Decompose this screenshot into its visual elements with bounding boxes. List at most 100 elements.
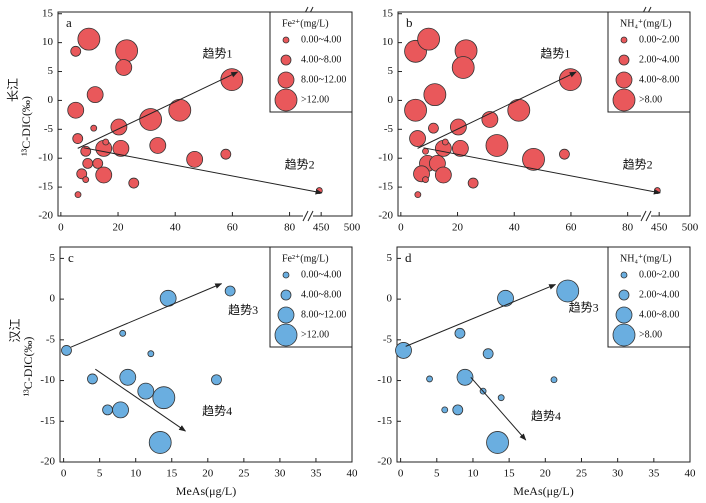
- panel: 0 20 40 60 80 450 500 -20 -15 -10 -5 0 5 10 15 a 长江¹³C-D…: [6, 6, 361, 234]
- x-tick-label: 60: [227, 222, 239, 234]
- y-tick-label: -20: [40, 456, 55, 468]
- y-tick-label: -15: [378, 181, 393, 193]
- trend-label: 趋势4: [531, 409, 561, 423]
- bubble: [186, 150, 204, 168]
- legend-title: Fe²⁺(mg/L): [282, 253, 329, 264]
- panel-label: c: [68, 250, 74, 265]
- y-axis-river: 汉江: [8, 318, 22, 342]
- legend-bubble: [274, 88, 298, 112]
- legend-title: NH₄⁺(mg/L): [620, 253, 672, 264]
- x-tick-label: 40: [685, 468, 697, 480]
- legend-label: >12.00: [301, 329, 329, 340]
- x-axis-label: MeAs(μg/L): [176, 484, 236, 498]
- bubble: [467, 177, 479, 189]
- legend-bubble: [615, 71, 633, 89]
- bubble: [451, 139, 469, 157]
- legend-bubble: [277, 306, 295, 324]
- bubble: [168, 98, 192, 122]
- bubble: [110, 118, 128, 136]
- bubble: [115, 59, 133, 76]
- bubble: [119, 368, 137, 386]
- legend-label: 0.00~2.00: [639, 34, 679, 45]
- x-tick-label: 40: [347, 468, 359, 480]
- x-tick-label: 40: [509, 222, 521, 234]
- panel: 0 5 10 15 20 25 30 35 40-20-15-10-505 dMeAs(μg/L)…: [377, 246, 697, 498]
- x-tick-label: 0: [58, 222, 64, 234]
- bubble: [102, 138, 110, 146]
- trend-label: 趋势3: [569, 301, 599, 315]
- x-tick-label: 15: [504, 468, 516, 480]
- bubble: [119, 329, 127, 337]
- legend-label: >8.00: [639, 329, 662, 340]
- plot-frame: [57, 11, 353, 217]
- bubble: [128, 177, 140, 189]
- legend-label: 2.00~4.00: [639, 54, 679, 65]
- trend-arrow: [70, 283, 223, 348]
- axis-break-gap: [303, 214, 313, 218]
- bubble: [86, 86, 104, 104]
- bubble: [220, 148, 232, 160]
- plot-frame: [397, 11, 691, 217]
- x-tick-label: 40: [170, 222, 182, 234]
- bubble: [507, 98, 531, 122]
- bubble: [61, 345, 72, 356]
- bubble: [147, 350, 155, 358]
- trend-label: 趋势3: [228, 303, 258, 317]
- y-tick-label: 0: [388, 94, 394, 106]
- legend-label: 0.00~4.00: [301, 34, 341, 45]
- legend-bubble: [618, 289, 630, 301]
- bubble: [522, 147, 545, 171]
- y-tick-label: -10: [378, 152, 393, 164]
- bubble: [451, 56, 475, 79]
- legend-label: >8.00: [639, 94, 662, 105]
- legend-label: 2.00~4.00: [639, 289, 679, 300]
- y-tick-label: -5: [44, 123, 54, 135]
- bubble: [112, 401, 129, 419]
- x-tick-label: 500: [682, 222, 699, 234]
- y-tick-label: 0: [50, 293, 56, 305]
- bubble: [95, 166, 113, 184]
- x-tick-label: 10: [467, 468, 479, 480]
- x-tick-label: 25: [238, 468, 250, 480]
- bubble: [67, 101, 85, 119]
- y-tick-label: 0: [387, 293, 393, 305]
- axis-break-mark: [645, 210, 652, 222]
- bubble: [441, 138, 449, 146]
- x-tick-label: 20: [452, 222, 464, 234]
- bubble: [87, 373, 98, 385]
- trend-arrow: [77, 71, 239, 149]
- bubble: [137, 382, 155, 400]
- y-axis-river: 长江: [6, 78, 20, 102]
- bubble: [74, 191, 82, 199]
- bubble: [449, 118, 467, 136]
- bubble: [72, 133, 84, 144]
- y-tick-label: 5: [50, 252, 56, 264]
- bubble: [404, 98, 427, 122]
- legend-bubble: [280, 289, 292, 301]
- trend-arrow: [95, 368, 187, 432]
- x-tick-label: 0: [398, 468, 404, 480]
- y-tick-label: 0: [48, 94, 54, 106]
- x-tick-label: 450: [313, 222, 330, 234]
- panel-label: b: [406, 15, 413, 30]
- y-tick-label: -5: [46, 333, 56, 345]
- bubble: [224, 285, 236, 297]
- x-tick-label: 30: [274, 468, 286, 480]
- y-tick-label: -10: [40, 374, 55, 386]
- x-tick-label: 80: [622, 222, 634, 234]
- bubble: [77, 27, 101, 51]
- legend-label: 4.00~8.00: [639, 309, 679, 320]
- x-tick-label: 30: [612, 468, 624, 480]
- y-tick-label: -5: [383, 333, 393, 345]
- bubble: [220, 68, 244, 92]
- legend-bubble: [620, 36, 628, 44]
- y-tick-label: 15: [382, 7, 394, 19]
- bubble: [428, 122, 439, 134]
- legend-title: NH₄⁺(mg/L): [620, 18, 672, 29]
- y-tick-label: 10: [42, 36, 54, 48]
- legend-bubble: [612, 323, 636, 347]
- y-tick-label: -5: [384, 123, 394, 135]
- bubble: [423, 83, 447, 107]
- axis-break-gap: [641, 214, 651, 218]
